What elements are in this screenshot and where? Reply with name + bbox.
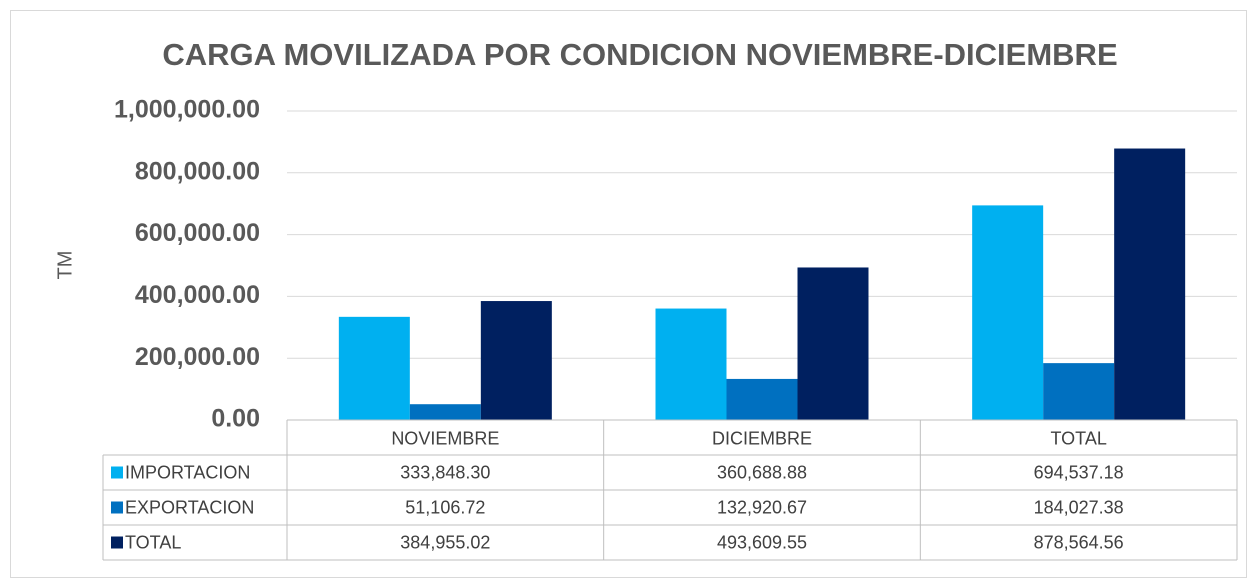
legend-swatch [111,501,123,514]
table-value: 493,609.55 [717,532,807,552]
table-value: 333,848.30 [400,462,490,482]
legend-label: EXPORTACION [125,497,254,517]
y-tick-label: 0.00 [211,405,260,433]
y-tick-label: 1,000,000.00 [114,96,260,124]
table-value: 360,688.88 [717,462,807,482]
x-tick-label: NOVIEMBRE [391,428,499,448]
bar [338,316,410,420]
bar [409,404,481,420]
table-value: 132,920.67 [717,497,807,517]
chart-title: CARGA MOVILIZADA POR CONDICION NOVIEMBRE… [162,37,1117,72]
bar [480,301,552,420]
table-value: 694,537.18 [1034,462,1124,482]
y-tick-label: 400,000.00 [135,281,260,309]
table-value: 878,564.56 [1034,532,1124,552]
legend-label: IMPORTACION [125,462,250,482]
y-axis-label: TM [54,251,76,280]
bar [972,205,1044,420]
bar [1043,363,1115,420]
y-tick-label: 200,000.00 [135,343,260,371]
table-value: 51,106.72 [405,497,485,517]
y-tick-label: 600,000.00 [135,219,260,247]
bar [726,378,798,420]
bar [1114,148,1186,420]
legend-label: TOTAL [125,532,181,552]
x-tick-label: DICIEMBRE [712,428,812,448]
table-value: 384,955.02 [400,532,490,552]
x-tick-label: TOTAL [1050,428,1106,448]
legend-swatch [111,536,123,549]
y-tick-label: 800,000.00 [135,157,260,185]
table-value: 184,027.38 [1034,497,1124,517]
bar [655,308,727,420]
bar [797,267,869,420]
legend-swatch [111,466,123,479]
